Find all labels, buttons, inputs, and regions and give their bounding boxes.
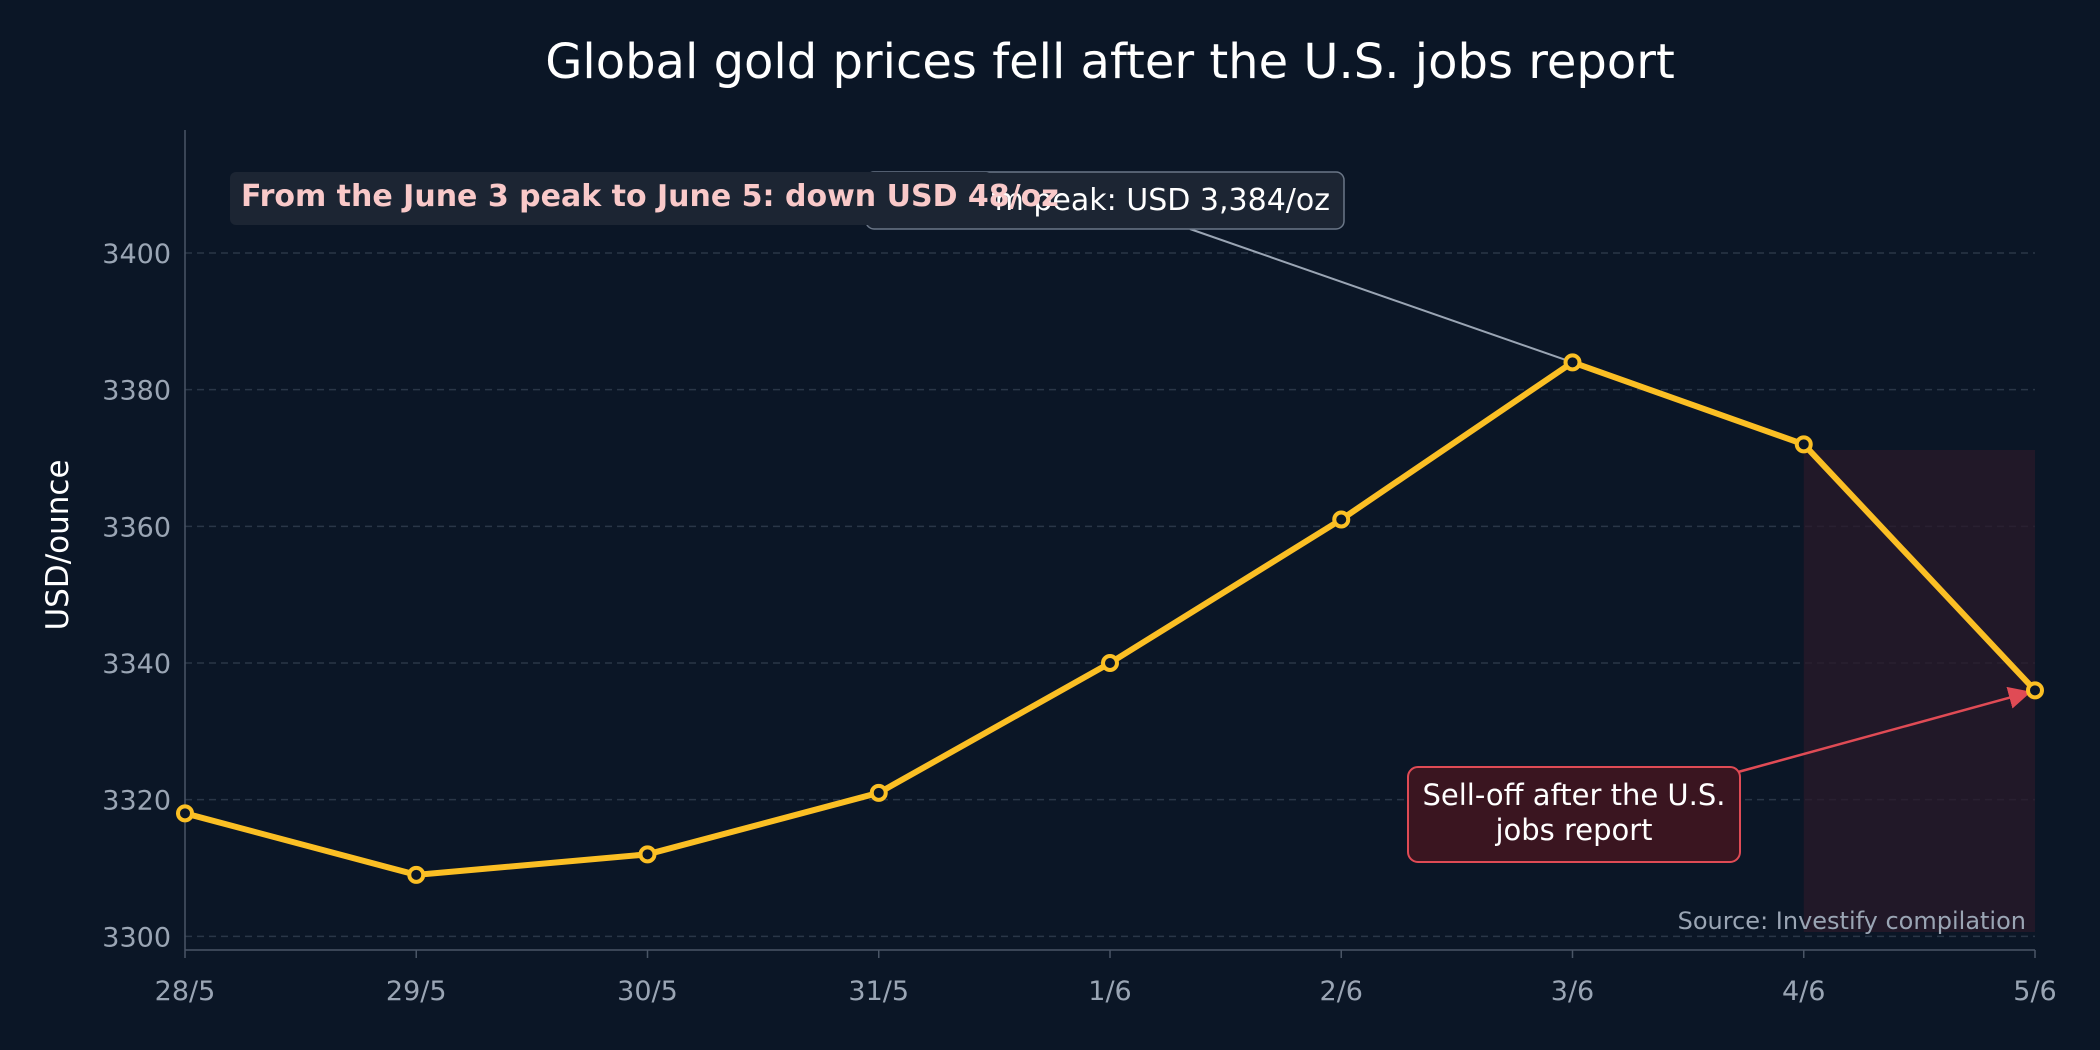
drop-summary-callout: From the June 3 peak to June 5: down USD… [230, 172, 1059, 225]
y-axis-label: USD/ounce [40, 459, 76, 630]
y-tick-label-3300: 3300 [102, 922, 171, 953]
data-point-1-6 [1101, 654, 1119, 672]
data-point-28-5 [176, 804, 194, 823]
selloff-shade-rect [1803, 450, 2035, 932]
data-point-5-6 [2026, 681, 2044, 700]
y-tick-label-3400: 3400 [102, 239, 171, 270]
x-tick-label-4: 1/6 [1088, 976, 1131, 1007]
selloff-arrow [1737, 686, 2032, 774]
drop-summary-text: From the June 3 peak to June 5: down USD… [241, 179, 1059, 214]
x-tick-label-0: 28/5 [155, 976, 216, 1007]
drop-summary-box [230, 172, 992, 225]
x-tick-label-7: 4/6 [1782, 976, 1825, 1007]
y-tick-label-3360: 3360 [102, 512, 171, 543]
x-tick-label-6: 3/6 [1551, 976, 1594, 1007]
peak-callout-text: erm peak: USD 3,384/oz [964, 183, 1330, 218]
gridlines [185, 252, 2035, 938]
data-point-3-6 [1563, 353, 1582, 372]
data-point-31-5 [869, 783, 888, 802]
x-tick-label-3: 31/5 [848, 976, 909, 1007]
y-tick-label-3340: 3340 [102, 649, 171, 680]
selloff-callout: Sell-off after the U.S. jobs report [1407, 766, 1741, 863]
selloff-callout-box [1407, 766, 1741, 863]
price-line [182, 359, 2038, 878]
x-tick-label-1: 29/5 [386, 976, 447, 1007]
data-point-29-5 [407, 865, 426, 884]
annotation-connectors [1189, 228, 2032, 774]
x-tick-label-8: 5/6 [2013, 976, 2056, 1007]
y-tick-label-3320: 3320 [102, 786, 171, 817]
axes [184, 130, 2036, 958]
y-tick-label-3380: 3380 [102, 376, 171, 407]
data-point-4-6 [1794, 435, 1813, 454]
peak-connector-line [1189, 228, 1573, 364]
selloff-shaded-region [1803, 450, 2035, 932]
source-note: Source: Investify compilation [1678, 907, 2026, 935]
price-series [176, 353, 2044, 884]
data-point-2-6 [1332, 510, 1351, 529]
y-tick-labels: 3300 3320 3340 3360 3380 3400 [102, 239, 171, 953]
selloff-callout-line1: Sell-off after the U.S. [1422, 778, 1725, 812]
chart-title: Global gold prices fell after the U.S. j… [545, 34, 1675, 90]
selloff-callout-line2: jobs report [1494, 813, 1652, 847]
data-point-30-5 [638, 845, 657, 864]
x-tick-label-2: 30/5 [617, 976, 678, 1007]
x-tick-labels: 28/5 29/5 30/5 31/5 1/6 2/6 3/6 4/6 5/6 [155, 976, 2057, 1007]
x-tick-label-5: 2/6 [1320, 976, 1363, 1007]
